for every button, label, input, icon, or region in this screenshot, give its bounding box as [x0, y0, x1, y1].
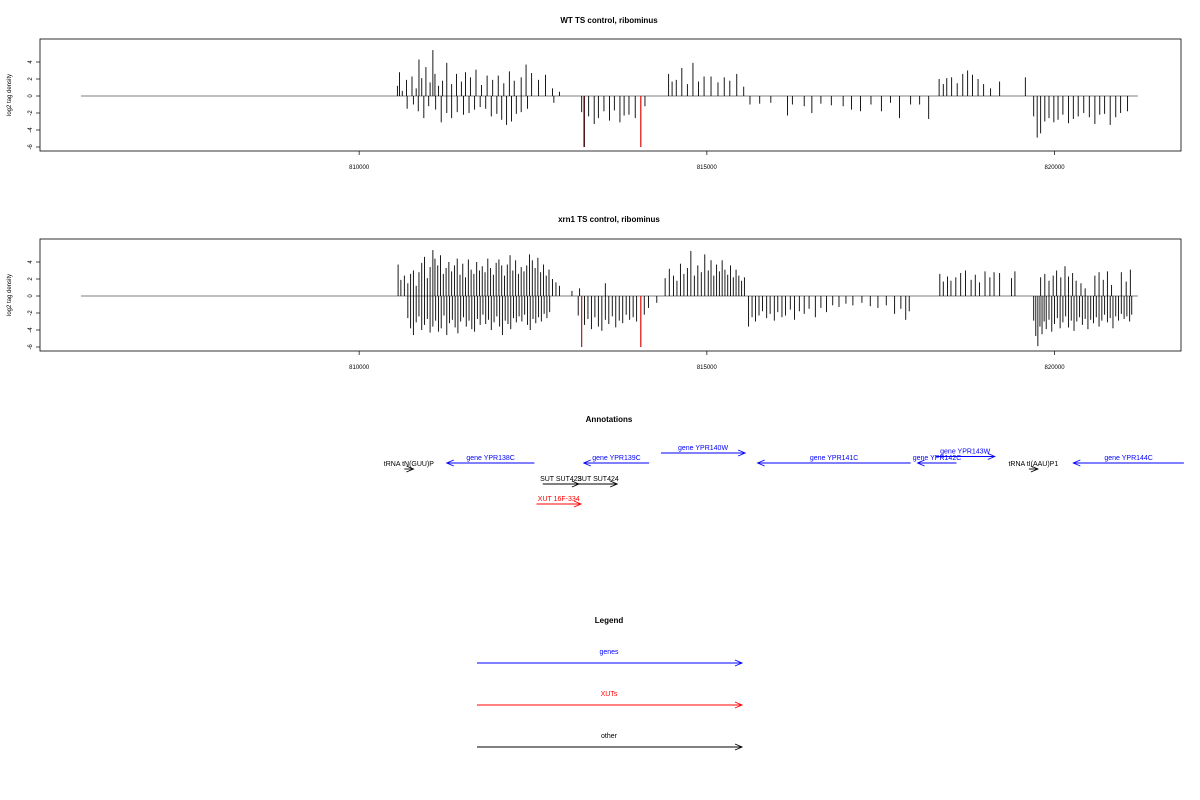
- x-tick-label: 815000: [697, 165, 718, 171]
- feature-arrowhead: [582, 459, 591, 467]
- feature-arrowhead: [1030, 465, 1040, 473]
- y-tick-label: 0: [28, 294, 34, 298]
- annotations-panel: Annotations gene YPR138C gene YPR139Cgene…: [384, 415, 1184, 508]
- y-tick-label: -6: [28, 144, 34, 150]
- y-tick-label: -2: [28, 310, 34, 316]
- y-tick-label: -4: [28, 127, 34, 133]
- feature-arrowhead: [756, 459, 765, 467]
- feature-label: SUT SUT423: [540, 476, 582, 483]
- y-axis-label: log2 tag density: [7, 74, 13, 116]
- plot-frame: [39, 38, 1182, 152]
- panel-title: WT TS control, ribominus: [560, 16, 658, 25]
- legend-title: Legend: [595, 616, 624, 625]
- x-axis: 810000 815000 820000: [349, 351, 1065, 371]
- legend-label: other: [601, 733, 618, 740]
- feature-arrowhead: [609, 480, 619, 488]
- x-tick-label: 820000: [1045, 165, 1066, 171]
- feature-label: XUT 16F-334: [538, 496, 580, 503]
- feature-arrowhead: [987, 453, 996, 460]
- y-tick-label: 4: [28, 260, 34, 264]
- feature-label: gene YPR143W: [940, 449, 990, 456]
- x-tick-label: 815000: [697, 365, 718, 371]
- feature-label: gene YPR144C: [1104, 455, 1153, 462]
- legend-entries: genes XUTs other: [477, 649, 744, 751]
- feature-label: gene YPR142C: [913, 455, 962, 462]
- x-axis: 810000 815000 820000: [349, 151, 1065, 171]
- x-tick-label: 810000: [349, 365, 370, 371]
- feature-label: gene YPR140W: [678, 445, 728, 452]
- y-tick-label: -4: [28, 327, 34, 333]
- signal-bars: [396, 50, 1129, 147]
- y-axis-label: log2 tag density: [7, 274, 13, 316]
- feature-arrowhead: [1072, 459, 1081, 467]
- legend-arrowhead: [734, 659, 744, 667]
- feature-track: gene YPR138C gene YPR139C gene YPR140W gene…: [384, 445, 1184, 508]
- y-tick-label: -6: [28, 344, 34, 350]
- y-tick-label: 4: [28, 60, 34, 64]
- legend-arrowhead: [734, 743, 744, 751]
- plot-frame: [39, 238, 1182, 352]
- y-tick-label: 0: [28, 94, 34, 98]
- legend-label: XUTs: [601, 691, 618, 698]
- y-tick-label: -2: [28, 110, 34, 116]
- feature-label: SUT SUT424: [577, 476, 619, 483]
- feature-label: gene YPR141C: [810, 455, 859, 462]
- feature-arrowhead: [573, 500, 583, 508]
- track-panel-xrn1: xrn1 TS control, ribominus log2 tag dens…: [7, 215, 1182, 371]
- y-axis: 4 2 0 -2 -4 -6: [28, 60, 40, 150]
- feature-label: tRNA tN(GUU)P: [384, 461, 435, 468]
- x-tick-label: 810000: [349, 165, 370, 171]
- feature-arrowhead: [916, 459, 925, 467]
- legend-arrowhead: [734, 701, 744, 709]
- feature-arrowhead: [406, 465, 415, 473]
- feature-label: tRNA tI(AAU)P1: [1008, 461, 1058, 468]
- y-tick-label: 2: [28, 277, 34, 281]
- feature-label: gene YPR139C: [592, 455, 641, 462]
- y-tick-label: 2: [28, 77, 34, 81]
- legend-label: genes: [599, 649, 619, 656]
- feature-label: gene YPR138C: [466, 455, 515, 462]
- x-tick-label: 820000: [1045, 365, 1066, 371]
- track-panel-wt: WT TS control, ribominus log2 tag densit…: [7, 16, 1182, 171]
- annotations-title: Annotations: [586, 415, 633, 424]
- panel-title: xrn1 TS control, ribominus: [558, 215, 660, 224]
- y-axis: 4 2 0 -2 -4 -6: [28, 260, 40, 350]
- feature-arrowhead: [737, 449, 747, 457]
- legend: Legend genes XUTs other: [477, 616, 744, 751]
- feature-arrowhead: [445, 459, 454, 467]
- signal-bars: [397, 250, 1133, 347]
